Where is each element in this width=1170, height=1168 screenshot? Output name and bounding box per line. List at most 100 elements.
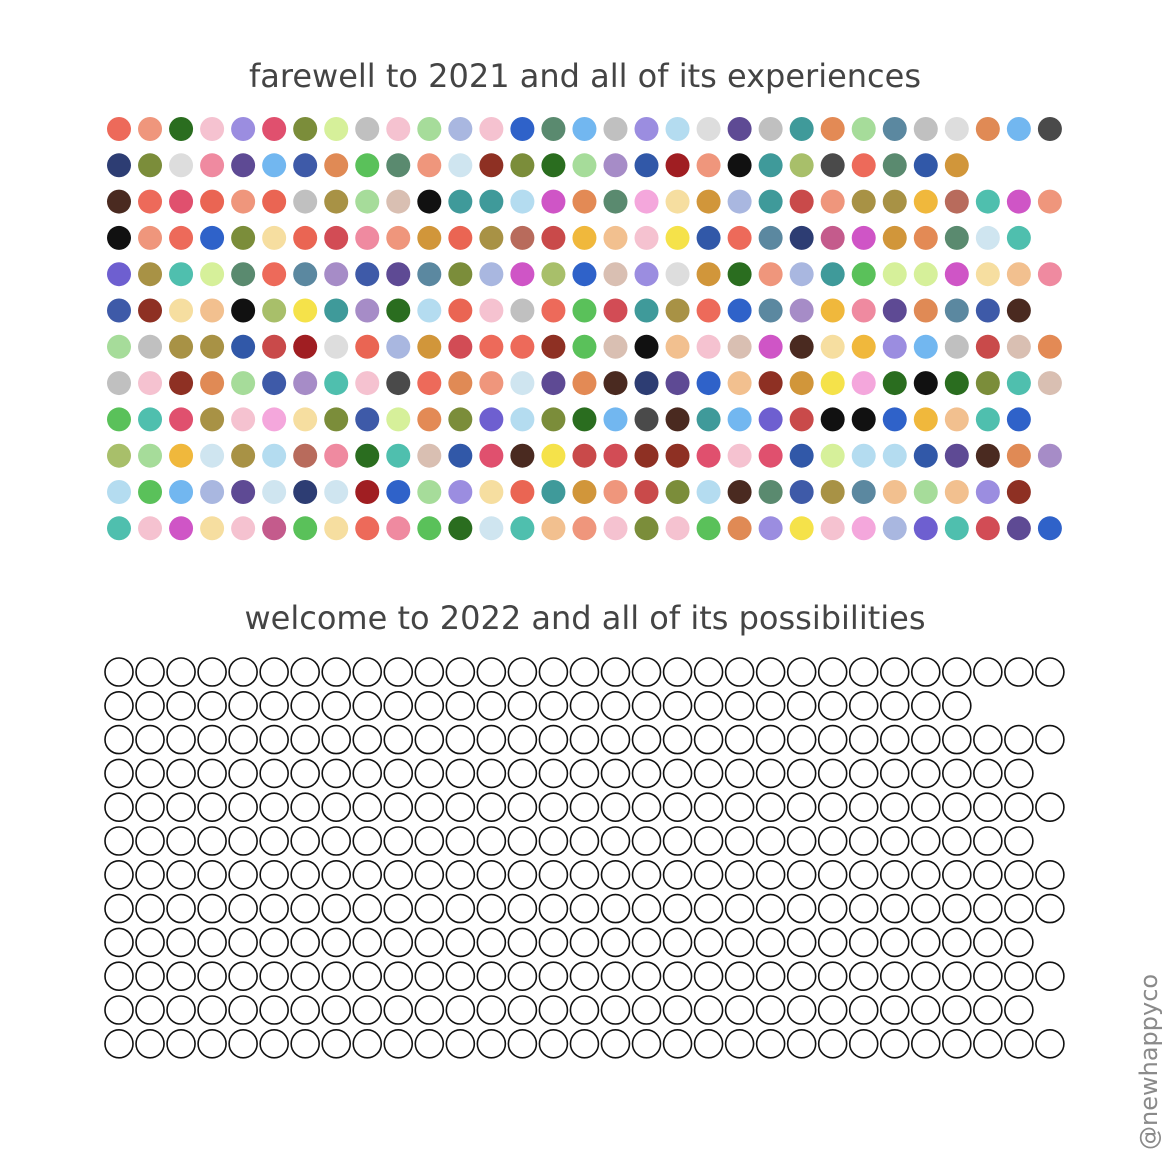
day-circle <box>942 995 972 1025</box>
day-dot <box>882 189 907 214</box>
day-circle <box>135 961 165 992</box>
day-circle <box>662 826 693 856</box>
day-circle <box>786 826 817 856</box>
day-circle <box>228 657 258 687</box>
day-circle <box>290 893 320 924</box>
day-circle <box>104 758 134 789</box>
day-circle <box>848 724 879 755</box>
dot-row <box>104 690 972 721</box>
day-circle <box>321 724 352 755</box>
day-circle <box>879 859 910 890</box>
day-circle <box>973 1029 1003 1059</box>
day-circle <box>910 724 941 755</box>
day-dot <box>200 189 225 214</box>
day-dot <box>231 371 256 396</box>
day-circle <box>290 927 320 958</box>
day-circle <box>879 792 910 823</box>
day-circle <box>538 826 569 856</box>
day-dot <box>1006 262 1031 287</box>
day-circle <box>817 893 848 924</box>
day-circle <box>104 859 134 890</box>
day-circle <box>538 657 569 687</box>
day-circle <box>693 826 724 856</box>
day-circle <box>1035 657 1065 687</box>
day-circle <box>197 724 227 755</box>
day-circle <box>414 792 445 823</box>
day-circle <box>817 657 848 687</box>
day-circle <box>755 724 786 755</box>
day-dot <box>355 225 380 250</box>
day-dot <box>944 371 969 396</box>
day-circle <box>321 893 352 924</box>
day-circle <box>879 927 910 958</box>
day-dot <box>727 516 752 541</box>
day-circle <box>724 995 755 1025</box>
day-circle <box>786 690 817 721</box>
dot-row <box>107 298 1031 323</box>
day-dot <box>510 189 535 214</box>
day-circle <box>973 724 1003 755</box>
day-circle <box>445 1029 476 1059</box>
day-circle <box>600 758 631 789</box>
day-circle <box>569 792 600 823</box>
day-dot <box>882 262 907 287</box>
day-dot <box>789 298 814 323</box>
dot-row <box>104 657 1065 687</box>
day-circle <box>197 792 227 823</box>
day-circle <box>1004 657 1034 687</box>
day-circle <box>662 792 693 823</box>
day-circle <box>910 961 941 992</box>
day-dot <box>727 443 752 468</box>
day-circle <box>848 826 879 856</box>
day-circle <box>600 961 631 992</box>
day-dot <box>665 298 690 323</box>
day-circle <box>104 961 134 992</box>
day-circle <box>662 724 693 755</box>
day-circle <box>879 724 910 755</box>
day-dot <box>169 262 194 287</box>
day-dot <box>262 334 287 359</box>
day-circle <box>631 724 662 755</box>
day-circle <box>755 1029 786 1059</box>
day-dot <box>479 298 504 323</box>
day-dot <box>634 516 659 541</box>
day-dot <box>324 225 349 250</box>
day-circle <box>662 893 693 924</box>
day-dot <box>634 225 659 250</box>
day-circle <box>352 792 383 823</box>
day-circle <box>569 961 600 992</box>
day-dot <box>913 262 938 287</box>
day-dot <box>882 443 907 468</box>
day-dot <box>1006 298 1031 323</box>
day-dot <box>169 516 194 541</box>
day-dot <box>200 153 225 178</box>
day-dot <box>231 443 256 468</box>
day-dot <box>200 225 225 250</box>
day-dot <box>1006 225 1031 250</box>
day-dot <box>510 480 535 504</box>
day-circle <box>600 724 631 755</box>
dot-row <box>107 371 1062 396</box>
day-dot <box>882 298 907 323</box>
day-dot <box>262 298 287 323</box>
day-circle <box>166 657 196 687</box>
day-dot <box>138 117 163 141</box>
day-dot <box>169 443 194 468</box>
day-circle <box>1035 859 1065 890</box>
day-circle <box>848 657 879 687</box>
day-dot <box>944 516 969 541</box>
day-dot <box>851 153 876 178</box>
day-circle <box>693 961 724 992</box>
day-circle <box>755 927 786 958</box>
day-circle <box>631 995 662 1025</box>
day-circle <box>507 690 538 721</box>
day-circle <box>104 1029 134 1059</box>
day-circle <box>259 724 289 755</box>
day-circle <box>600 893 631 924</box>
day-dot <box>696 407 721 432</box>
day-dot <box>169 407 194 432</box>
day-dot <box>138 407 163 432</box>
day-circle <box>197 927 227 958</box>
day-dot <box>696 153 721 178</box>
day-dot <box>634 189 659 214</box>
